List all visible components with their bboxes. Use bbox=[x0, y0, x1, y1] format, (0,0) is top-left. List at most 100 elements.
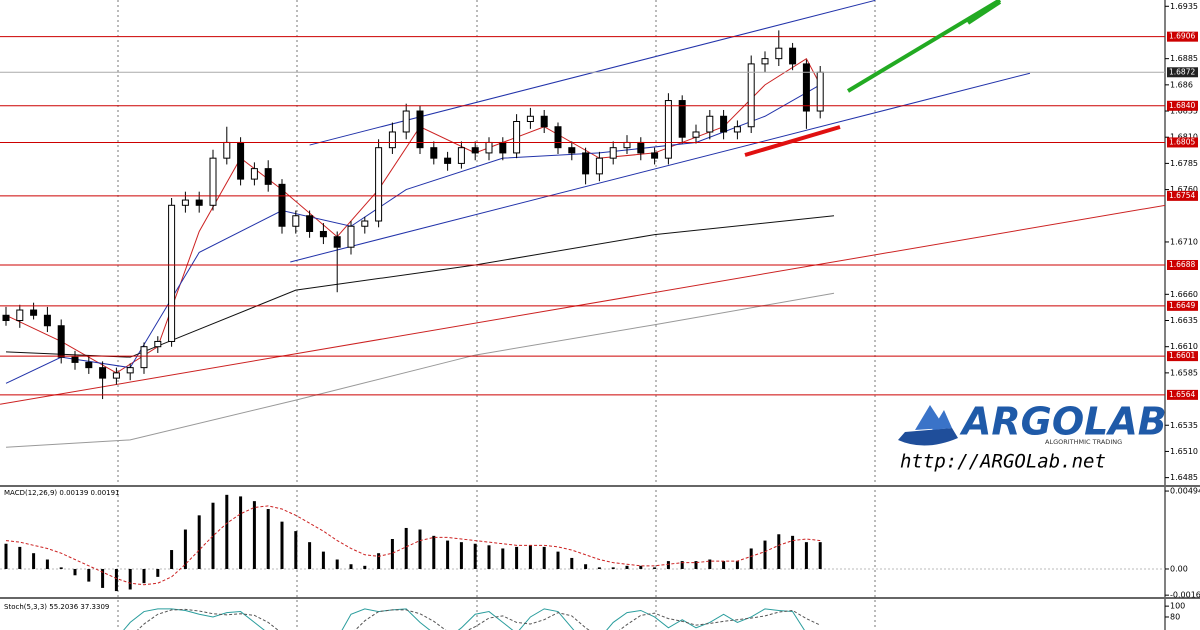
macd-bar bbox=[390, 539, 394, 569]
level-tag bbox=[1167, 137, 1198, 148]
arrow-shaft bbox=[846, 0, 1002, 93]
macd-bar bbox=[239, 496, 243, 569]
y-tick-label: 1.6760 bbox=[1170, 185, 1198, 194]
y-tick-label: 80 bbox=[1170, 612, 1180, 621]
candle-body bbox=[195, 199, 203, 206]
candle-body bbox=[237, 141, 245, 180]
macd-bar bbox=[639, 565, 643, 569]
macd-bar bbox=[128, 568, 132, 590]
current-price-tag bbox=[1167, 67, 1198, 78]
candle-body bbox=[71, 356, 79, 363]
level-label: 1.6906 bbox=[1169, 32, 1195, 41]
candle-body bbox=[609, 147, 617, 159]
support-mark bbox=[744, 125, 841, 157]
macd-bar bbox=[611, 567, 615, 569]
level-tag bbox=[1167, 389, 1198, 400]
macd-bar bbox=[653, 567, 657, 569]
candle-body bbox=[720, 115, 728, 133]
macd-bar bbox=[114, 568, 118, 592]
macd-bar bbox=[32, 553, 36, 569]
y-tick-label: 0.00494 bbox=[1170, 487, 1200, 496]
candle-body bbox=[802, 63, 810, 112]
candle-body bbox=[651, 152, 659, 159]
level-label: 1.6688 bbox=[1169, 260, 1195, 269]
candle-body bbox=[430, 147, 438, 159]
candle-body bbox=[140, 346, 148, 369]
candle-body bbox=[499, 141, 507, 154]
y-tick-label: 1.6485 bbox=[1170, 473, 1198, 482]
macd-bar bbox=[156, 568, 160, 577]
candle-body bbox=[306, 215, 314, 232]
macd-bar bbox=[708, 559, 712, 569]
macd-bar bbox=[735, 561, 739, 569]
y-tick-label: 1.6635 bbox=[1170, 316, 1198, 325]
macd-bar bbox=[432, 535, 436, 569]
level-label: 1.6649 bbox=[1169, 301, 1195, 310]
candle-body bbox=[126, 367, 134, 374]
candle-body bbox=[816, 71, 824, 112]
logo-title: ARGOLAB bbox=[959, 400, 1167, 444]
candle-body bbox=[278, 183, 286, 227]
stoch-main bbox=[123, 608, 805, 630]
candle-body bbox=[582, 152, 590, 175]
macd-bar bbox=[666, 561, 670, 569]
logo-subtitle: ALGORITHMIC TRADING bbox=[1045, 438, 1122, 446]
candle-body bbox=[43, 314, 51, 327]
macd-bar bbox=[418, 529, 422, 569]
macd-bar bbox=[459, 542, 463, 569]
candle-body bbox=[568, 147, 576, 154]
candle-body bbox=[761, 58, 769, 65]
logo-boat bbox=[898, 428, 958, 446]
candle-body bbox=[264, 168, 272, 185]
macd-bar bbox=[197, 515, 201, 569]
candle-body bbox=[154, 340, 162, 348]
candle-body bbox=[30, 309, 38, 316]
macd-bar bbox=[142, 568, 146, 584]
macd-bar bbox=[804, 542, 808, 569]
macd-bar bbox=[266, 509, 270, 569]
macd-bar bbox=[4, 543, 8, 569]
level-label: 1.6805 bbox=[1169, 137, 1195, 146]
candle-body bbox=[388, 131, 396, 149]
candle-body bbox=[733, 126, 741, 133]
logo-sail bbox=[915, 405, 952, 430]
y-tick-label: 1.6660 bbox=[1170, 290, 1198, 299]
candle-body bbox=[637, 141, 645, 154]
macd-bar bbox=[501, 548, 505, 569]
level-label: 1.6840 bbox=[1169, 101, 1195, 110]
level-tag bbox=[1167, 300, 1198, 311]
y-tick-label: 1.6935 bbox=[1170, 2, 1198, 11]
candle-body bbox=[57, 325, 65, 358]
stoch-panel bbox=[123, 608, 821, 630]
y-tick-label: 0.00 bbox=[1170, 564, 1188, 573]
macd-bar bbox=[18, 546, 22, 569]
macd-bar bbox=[749, 548, 753, 569]
candle-body bbox=[112, 372, 120, 379]
candle-body bbox=[2, 314, 10, 322]
macd-bar bbox=[556, 551, 560, 569]
macd-bar bbox=[763, 540, 767, 569]
macd-bar bbox=[349, 564, 353, 569]
macd-bar bbox=[597, 567, 601, 569]
macd-bar bbox=[777, 534, 781, 569]
candle-body bbox=[540, 115, 548, 128]
candle-body bbox=[292, 215, 300, 227]
macd-bar bbox=[570, 557, 574, 569]
y-tick-label: 1.686 bbox=[1170, 80, 1193, 89]
macd-bar bbox=[818, 542, 822, 569]
candle-body bbox=[181, 199, 189, 206]
macd-bar bbox=[294, 531, 298, 569]
current-price-label: 1.6872 bbox=[1169, 67, 1195, 76]
candle-body bbox=[416, 110, 424, 149]
candle-body bbox=[361, 220, 369, 227]
macd-bar bbox=[45, 559, 49, 569]
level-tag bbox=[1167, 190, 1198, 201]
candle-body bbox=[223, 141, 231, 159]
candle-body bbox=[526, 115, 534, 123]
level-tag bbox=[1167, 31, 1198, 42]
y-tick-label: 1.6610 bbox=[1170, 342, 1198, 351]
y-tick-label: -0.00166 bbox=[1170, 591, 1200, 600]
candle-body bbox=[789, 47, 797, 65]
